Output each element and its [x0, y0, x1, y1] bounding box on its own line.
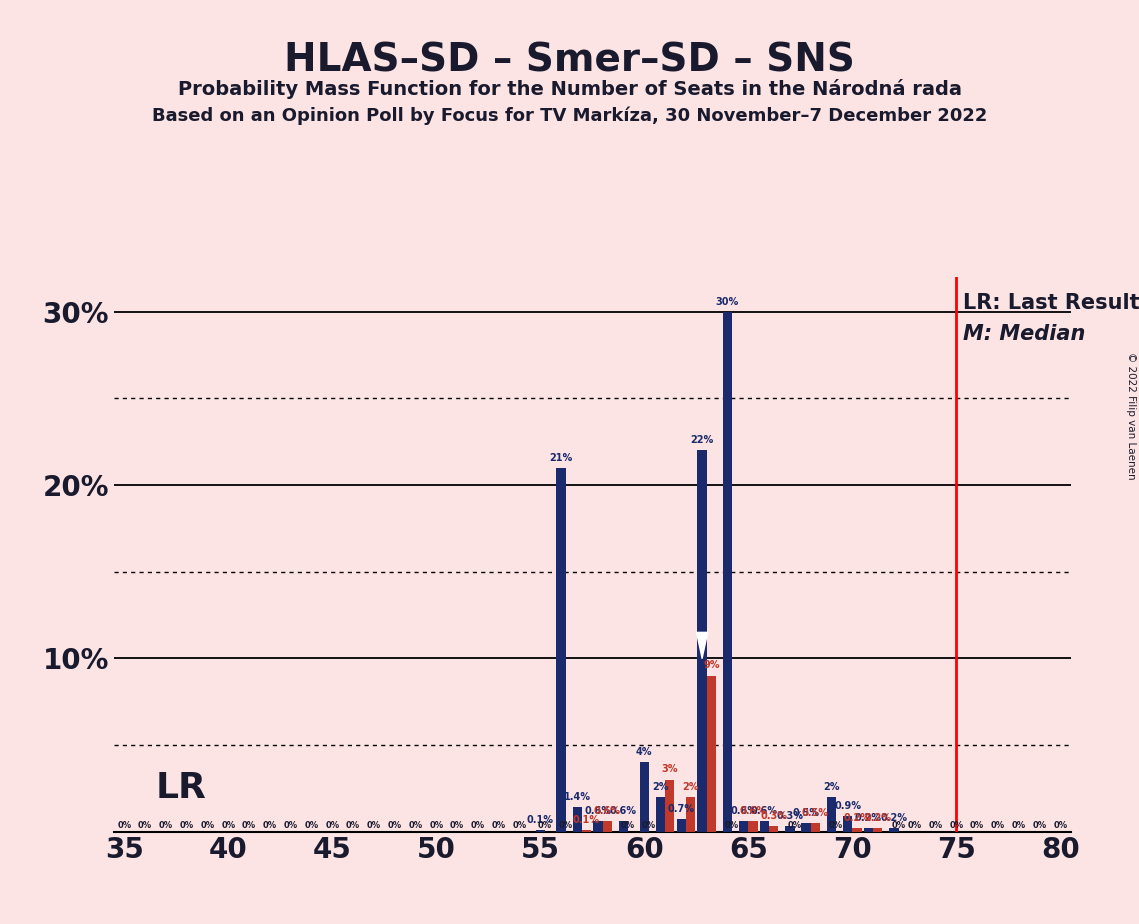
Bar — [785, 826, 795, 832]
Bar — [723, 312, 732, 832]
Bar — [811, 823, 820, 832]
Bar — [582, 830, 591, 832]
Text: 0%: 0% — [387, 821, 402, 830]
Text: 0%: 0% — [138, 821, 153, 830]
Text: 0%: 0% — [346, 821, 360, 830]
Text: 0.2%: 0.2% — [843, 813, 870, 823]
Text: 0%: 0% — [538, 821, 552, 830]
Bar — [556, 468, 566, 832]
Bar — [535, 830, 544, 832]
Text: 0%: 0% — [787, 821, 802, 830]
Bar — [852, 828, 861, 832]
Bar — [697, 451, 707, 832]
Text: 0%: 0% — [1011, 821, 1026, 830]
Text: 0.3%: 0.3% — [760, 811, 787, 821]
Bar — [760, 821, 769, 832]
Bar — [640, 762, 649, 832]
Text: 9%: 9% — [703, 661, 720, 671]
Text: 0%: 0% — [1032, 821, 1047, 830]
Text: 0.6%: 0.6% — [730, 806, 757, 816]
Text: 0.7%: 0.7% — [667, 804, 695, 814]
Text: 2%: 2% — [653, 782, 669, 792]
Text: 0%: 0% — [304, 821, 319, 830]
Bar — [748, 821, 757, 832]
Text: 0%: 0% — [492, 821, 506, 830]
Text: 0.5%: 0.5% — [793, 808, 820, 818]
Bar — [593, 821, 603, 832]
Text: LR: Last Result: LR: Last Result — [962, 293, 1139, 313]
Bar — [890, 828, 899, 832]
Text: 0%: 0% — [726, 821, 739, 830]
Text: 0.3%: 0.3% — [777, 811, 803, 821]
Text: 0%: 0% — [429, 821, 443, 830]
Bar — [706, 675, 716, 832]
Text: 0.5%: 0.5% — [802, 808, 829, 818]
Text: 0%: 0% — [450, 821, 465, 830]
Text: 0%: 0% — [949, 821, 964, 830]
Text: 3%: 3% — [662, 764, 678, 774]
Text: 0%: 0% — [241, 821, 256, 830]
Text: 0%: 0% — [991, 821, 1005, 830]
Text: 0.6%: 0.6% — [751, 806, 778, 816]
Text: 0%: 0% — [158, 821, 173, 830]
Bar — [665, 780, 674, 832]
Text: 22%: 22% — [690, 435, 714, 445]
Text: 0%: 0% — [263, 821, 277, 830]
Bar — [686, 796, 695, 832]
Text: 1.4%: 1.4% — [564, 792, 591, 802]
Text: 0.2%: 0.2% — [880, 813, 908, 823]
Bar — [827, 796, 836, 832]
Bar — [863, 828, 874, 832]
Text: 0%: 0% — [558, 821, 573, 830]
Text: 0.2%: 0.2% — [855, 813, 882, 823]
Text: 0%: 0% — [641, 821, 656, 830]
Text: 0%: 0% — [892, 821, 906, 830]
Text: M: Median: M: Median — [962, 324, 1084, 345]
Bar — [872, 828, 883, 832]
Text: 30%: 30% — [715, 297, 739, 307]
Text: 0.9%: 0.9% — [834, 801, 861, 811]
Text: 0.1%: 0.1% — [526, 815, 554, 824]
Bar — [843, 816, 852, 832]
Text: 0%: 0% — [908, 821, 921, 830]
Bar — [802, 823, 811, 832]
Text: 2%: 2% — [682, 782, 698, 792]
Bar — [618, 821, 628, 832]
Bar — [656, 796, 665, 832]
Text: © 2022 Filip van Laenen: © 2022 Filip van Laenen — [1126, 352, 1136, 480]
Text: 0%: 0% — [326, 821, 339, 830]
Bar — [739, 821, 748, 832]
Text: Based on an Opinion Poll by Focus for TV Markíza, 30 November–7 December 2022: Based on an Opinion Poll by Focus for TV… — [151, 106, 988, 125]
Bar — [603, 821, 612, 832]
Text: 0.6%: 0.6% — [584, 806, 612, 816]
Text: 0%: 0% — [829, 821, 843, 830]
Text: 0.1%: 0.1% — [573, 815, 600, 824]
Text: 0%: 0% — [200, 821, 214, 830]
Text: 0.2%: 0.2% — [865, 813, 891, 823]
Text: 0%: 0% — [928, 821, 943, 830]
Bar — [573, 808, 582, 832]
Bar — [677, 820, 686, 832]
Text: 0%: 0% — [367, 821, 380, 830]
Text: 2%: 2% — [823, 782, 839, 792]
Text: 0%: 0% — [409, 821, 423, 830]
Text: 21%: 21% — [549, 453, 573, 463]
Text: 0%: 0% — [470, 821, 485, 830]
Text: 0%: 0% — [221, 821, 236, 830]
Bar — [769, 826, 778, 832]
Text: 0%: 0% — [180, 821, 194, 830]
Text: 0.6%: 0.6% — [611, 806, 637, 816]
Text: 0%: 0% — [621, 821, 636, 830]
Text: 0%: 0% — [1054, 821, 1067, 830]
Text: 4%: 4% — [636, 748, 653, 757]
Text: 0.6%: 0.6% — [593, 806, 621, 816]
Text: 0.6%: 0.6% — [739, 806, 767, 816]
Text: 0%: 0% — [970, 821, 984, 830]
Text: 0%: 0% — [513, 821, 526, 830]
Text: 0%: 0% — [284, 821, 297, 830]
Text: Probability Mass Function for the Number of Seats in the Národná rada: Probability Mass Function for the Number… — [178, 79, 961, 99]
Text: 0%: 0% — [117, 821, 131, 830]
Text: LR: LR — [156, 772, 206, 806]
Text: HLAS–SD – Smer–SD – SNS: HLAS–SD – Smer–SD – SNS — [284, 42, 855, 79]
